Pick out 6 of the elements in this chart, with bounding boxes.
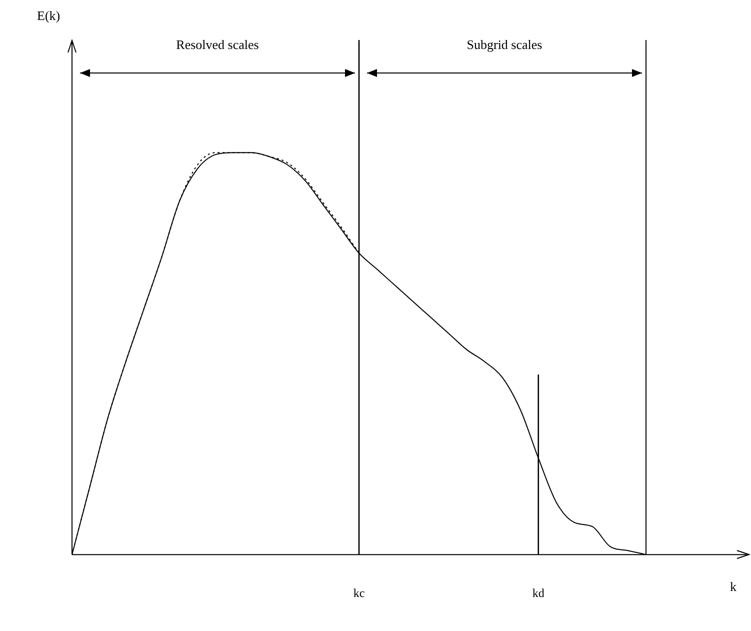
text: k (727, 578, 740, 595)
x-tick-label: kd (532, 586, 544, 600)
text: E(k) (34, 8, 64, 24)
x-tick-label: kc (353, 586, 365, 600)
text: Resolved scales (173, 37, 262, 53)
text: Subgrid scales (464, 37, 546, 53)
